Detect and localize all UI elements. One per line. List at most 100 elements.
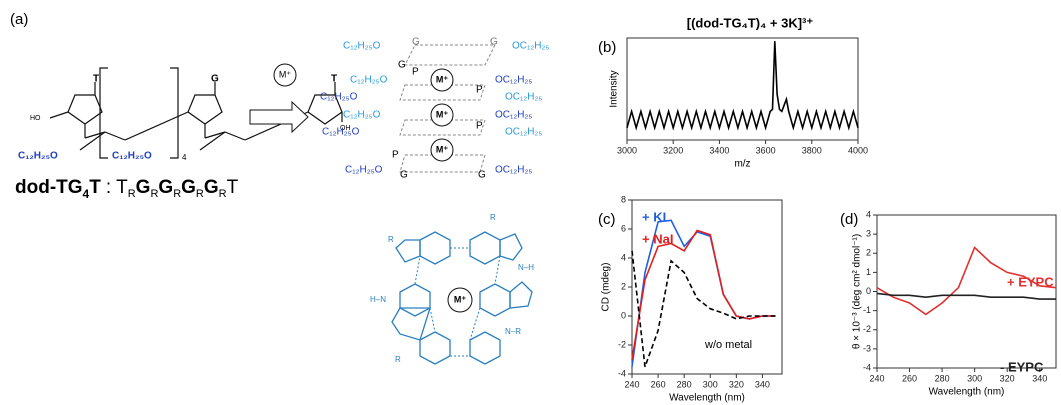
series-line [877, 293, 1056, 299]
x-tick-label: 240 [624, 379, 639, 389]
atom-label: G [412, 37, 420, 48]
y-tick-label: 3 [866, 229, 871, 239]
repeat-count: 4 [182, 153, 187, 162]
chain-label: C₁₂H₂₅O [18, 151, 58, 162]
name-part: T [89, 177, 101, 198]
x-tick-label: 240 [869, 373, 884, 383]
sequence-part: R [128, 188, 136, 200]
chain-label: OC₁₂H₂₅ [495, 110, 532, 121]
x-tick-label: 300 [703, 379, 718, 389]
chain-label: C₁₂H₂₅O [322, 127, 360, 138]
atom-label: G [398, 60, 406, 71]
y-tick-label: 2 [621, 281, 626, 291]
atom-label: G [478, 170, 486, 181]
panel-label: (c) [598, 211, 616, 228]
x-tick-label: 3400 [709, 145, 729, 155]
sequence-part: G [158, 177, 173, 198]
x-tick-label: 340 [1032, 373, 1047, 383]
atom-label: G [400, 170, 408, 181]
x-tick-label: 3600 [756, 145, 776, 155]
y-tick-label: 4 [621, 252, 626, 262]
sequence-part: G [204, 177, 219, 198]
y-tick-label: 0 [621, 310, 626, 320]
annotation: [(dod-TG₄T)₄ + 3K]³⁺ [687, 15, 814, 30]
y-axis-label: Intensity [609, 70, 620, 107]
chain-label: C₁₂H₂₅O [343, 110, 381, 121]
series-label: + NaI [642, 231, 673, 246]
sequence-part: R [150, 188, 158, 200]
atom-label: H–N [370, 295, 386, 304]
plot-frame [627, 38, 858, 140]
series-label: + EYPC [1007, 274, 1054, 289]
atom-label: P [412, 67, 419, 78]
chain-label: OC₁₂H₂₅ [505, 127, 542, 138]
ion-label: M⁺ [436, 144, 448, 154]
chain-label: OC₁₂H₂₅ [495, 165, 532, 176]
x-axis-label: Wavelength (nm) [669, 393, 745, 404]
atom-label: N–H [518, 263, 534, 272]
plot-frame [877, 215, 1056, 368]
panel-label: (b) [598, 39, 616, 56]
y-tick-label: 8 [621, 194, 626, 204]
chain-label: OC₁₂H₂₅ [495, 75, 532, 86]
series-label: w/o metal [704, 339, 752, 351]
x-tick-label: 3800 [802, 145, 822, 155]
sequence-part: T [116, 177, 128, 198]
x-tick-label: 320 [1000, 373, 1015, 383]
chain-label: C₁₂H₂₅O [320, 92, 358, 103]
x-tick-label: 340 [755, 379, 770, 389]
sequence-part: G [181, 177, 196, 198]
y-axis-label: CD (mdeg) [601, 263, 612, 312]
chain-label: OC₁₂H₂₅ [512, 41, 549, 52]
y-tick-label: 1 [866, 267, 871, 277]
x-tick-label: 280 [677, 379, 692, 389]
panel-label: (d) [840, 211, 858, 228]
sequence-part: G [136, 177, 151, 198]
compound-name: dod-TG4T:TRGRGRGRGRT [15, 177, 239, 201]
chain-label: C₁₂H₂₅O [345, 165, 383, 176]
atom-label: P [392, 150, 399, 161]
y-tick-label: -1 [863, 305, 871, 315]
y-tick-label: -2 [863, 324, 871, 334]
x-tick-label: 4000 [848, 145, 868, 155]
ion-label: M⁺ [279, 69, 291, 79]
y-axis-label: θ × 10⁻³ (deg cm² dmol⁻¹) [852, 234, 863, 349]
arrow [250, 102, 308, 132]
atom-label: HO [30, 115, 41, 122]
x-tick-label: 260 [902, 373, 917, 383]
series-label: + KI [642, 209, 666, 224]
y-tick-label: -3 [863, 343, 871, 353]
ion-label: M⁺ [454, 294, 466, 304]
x-tick-label: 280 [935, 373, 950, 383]
atom-label: G [490, 37, 498, 48]
ion-label: M⁺ [436, 109, 448, 119]
atom-label: P [476, 85, 483, 96]
separator: : [106, 177, 111, 198]
sequence-part: T [227, 177, 239, 198]
chain-label: C₁₂H₂₅O [112, 151, 152, 162]
panel-label: (a) [10, 11, 28, 28]
atom-label: R [490, 213, 496, 222]
atom-label: N–R [505, 327, 521, 336]
sequence-part: R [219, 188, 227, 200]
chain-label: C₁₂H₂₅O [343, 41, 381, 52]
y-tick-label: -2 [618, 339, 626, 349]
series-line [632, 230, 776, 359]
base-label: T [93, 74, 99, 85]
x-tick-label: 300 [967, 373, 982, 383]
sequence-part: R [173, 188, 181, 200]
figure: (a) T G T HO OH C₁₂H₂₅O C₁₂H₂₅O 4 M⁺ [0, 0, 1061, 405]
ion-label: M⁺ [436, 74, 448, 84]
name-part: dod-TG [15, 177, 83, 198]
atom-label: P [476, 121, 483, 132]
x-tick-label: 260 [651, 379, 666, 389]
series-line [627, 41, 858, 128]
chain-label: C₁₂H₂₅O [350, 75, 388, 86]
atom-label: R [395, 355, 401, 364]
y-tick-label: 6 [621, 223, 626, 233]
y-tick-label: -4 [618, 368, 626, 378]
panel-a: (a) T G T HO OH C₁₂H₂₅O C₁₂H₂₅O 4 M⁺ [10, 11, 549, 364]
y-tick-label: 2 [866, 248, 871, 258]
sequence-part: R [196, 188, 204, 200]
